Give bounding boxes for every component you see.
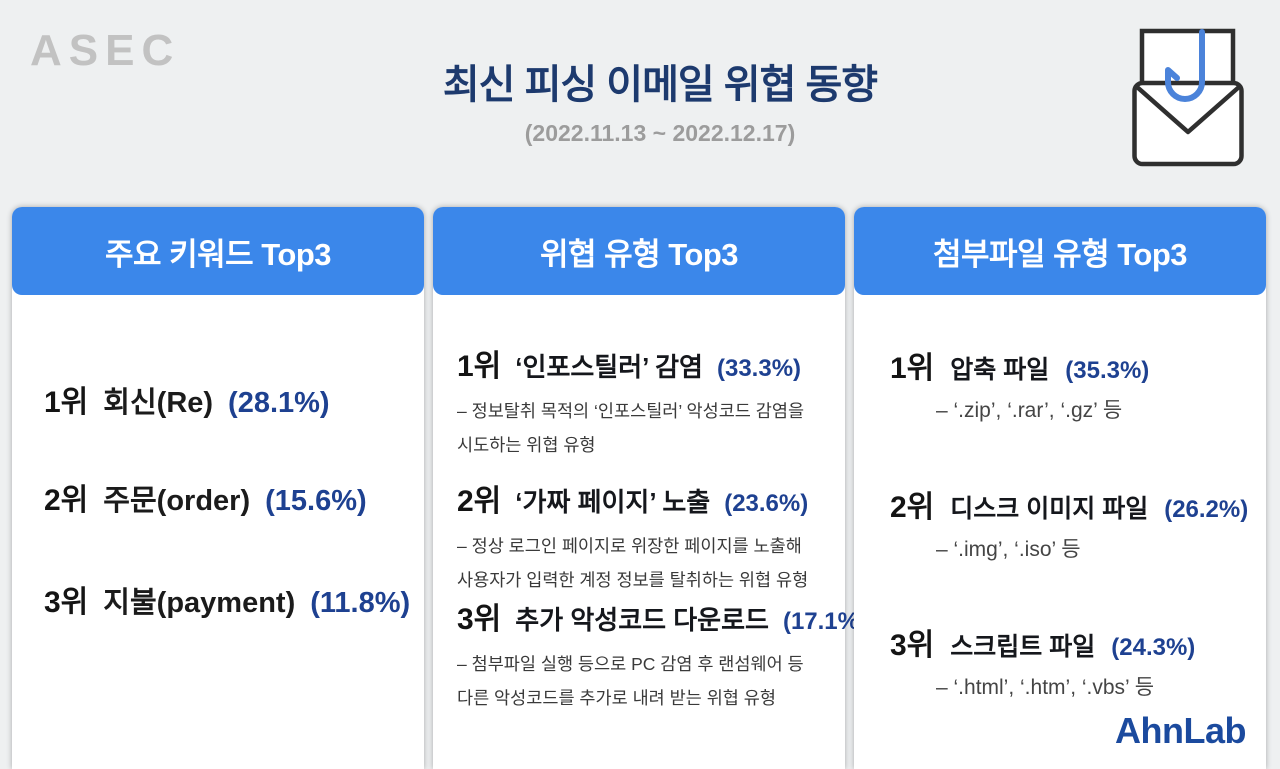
threat-item-heading: 1위 ‘인포스틸러’ 감염 (33.3%)	[457, 341, 833, 385]
attachment-name: 디스크 이미지 파일	[950, 495, 1149, 523]
rank-label: 2위	[44, 484, 89, 517]
keyword-name: 주문(order)	[103, 485, 251, 517]
description-line: 시도하는 위협 유형	[457, 435, 596, 455]
fishing-hook-icon	[1165, 29, 1205, 102]
description-line: – 첨부파일 실행 등으로 PC 감염 후 랜섬웨어 등	[457, 654, 804, 674]
threat-percent: (23.6%)	[724, 490, 809, 517]
rank-label: 1위	[44, 386, 89, 419]
column-threat-types: 위협 유형 Top3 1위 ‘인포스틸러’ 감염 (33.3%) – 정보탈취 …	[433, 207, 867, 769]
threat-percent: (33.3%)	[716, 355, 802, 382]
description-line: – 정상 로그인 페이지로 위장한 페이지를 노출해	[457, 536, 802, 556]
rank-label: 3위	[890, 629, 935, 662]
file-extension-list: – ‘.zip’, ‘.rar’, ‘.gz’ 등	[936, 399, 1123, 422]
threat-item-1: 1위 ‘인포스틸러’ 감염 (33.3%) – 정보탈취 목적의 ‘인포스틸러’…	[457, 341, 833, 462]
rank-label: 1위	[457, 350, 502, 383]
keyword-item-2: 2위 주문(order) (15.6%)	[44, 475, 414, 519]
file-extension-list: – ‘.img’, ‘.iso’ 등	[936, 538, 1081, 561]
threat-description: – 정상 로그인 페이지로 위장한 페이지를 노출해 사용자가 입력한 계정 정…	[457, 529, 833, 597]
keyword-percent: (15.6%)	[265, 485, 367, 517]
rank-label: 3위	[457, 603, 502, 636]
threat-percent: (17.1%)	[782, 608, 867, 635]
threat-name: ‘가짜 페이지’ 노출	[515, 487, 711, 517]
threat-item-2: 2위 ‘가짜 페이지’ 노출 (23.6%) – 정상 로그인 페이지로 위장한…	[457, 476, 833, 597]
file-extension-list: – ‘.html’, ‘.htm’, ‘.vbs’ 등	[936, 676, 1155, 699]
rank-label: 1위	[890, 352, 935, 385]
attachment-percent: (24.3%)	[1111, 634, 1196, 661]
rank-label: 2위	[890, 491, 935, 524]
keyword-percent: (28.1%)	[228, 387, 330, 419]
attachment-item-heading: 2위 디스크 이미지 파일 (26.2%)	[890, 482, 1256, 526]
keyword-item-3: 3위 지불(payment) (11.8%)	[44, 577, 414, 621]
page-title: 최신 피싱 이메일 위협 동향	[442, 63, 878, 107]
envelope-body	[1132, 80, 1244, 167]
column-threat-types-header: 위협 유형 Top3	[433, 207, 845, 295]
threat-description: – 정보탈취 목적의 ‘인포스틸러’ 악성코드 감염을 시도하는 위협 유형	[457, 394, 833, 462]
attachment-name: 스크립트 파일	[950, 633, 1096, 661]
description-line: 사용자가 입력한 계정 정보를 탈취하는 위협 유형	[457, 570, 809, 590]
threat-name: 추가 악성코드 다운로드	[515, 605, 769, 635]
envelope-flap	[1135, 85, 1241, 135]
attachment-item-heading: 1위 압축 파일 (35.3%)	[890, 343, 1256, 387]
phishing-email-icon	[1132, 28, 1244, 167]
rank-label: 3위	[44, 586, 89, 619]
threat-item-3: 3위 추가 악성코드 다운로드 (17.1%) – 첨부파일 실행 등으로 PC…	[457, 594, 867, 715]
attachment-item-2: 2위 디스크 이미지 파일 (26.2%) – ‘.img’, ‘.iso’ 등	[890, 482, 1256, 563]
rank-label: 2위	[457, 485, 502, 518]
column-attachment-types-header: 첨부파일 유형 Top3	[854, 207, 1266, 295]
column-keywords-header: 주요 키워드 Top3	[12, 207, 424, 295]
attachment-item-3: 3위 스크립트 파일 (24.3%) – ‘.html’, ‘.htm’, ‘.…	[890, 620, 1256, 701]
description-line: 다른 악성코드를 추가로 내려 받는 위협 유형	[457, 688, 776, 708]
keyword-percent: (11.8%)	[310, 587, 411, 619]
attachment-name: 압축 파일	[950, 356, 1050, 384]
threat-description: – 첨부파일 실행 등으로 PC 감염 후 랜섬웨어 등 다른 악성코드를 추가…	[457, 647, 833, 715]
threat-item-heading: 3위 추가 악성코드 다운로드 (17.1%)	[457, 594, 867, 638]
attachment-item-heading: 3위 스크립트 파일 (24.3%)	[890, 620, 1256, 664]
asec-logo: ASEC	[30, 26, 181, 75]
column-attachment-types: 첨부파일 유형 Top3 1위 압축 파일 (35.3%) – ‘.zip’, …	[854, 207, 1266, 769]
keyword-name: 지불(payment)	[103, 587, 296, 619]
threat-name: ‘인포스틸러’ 감염	[515, 352, 703, 382]
keyword-item-1: 1위 회신(Re) (28.1%)	[44, 377, 414, 421]
date-range: (2022.11.13 ~ 2022.12.17)	[524, 120, 796, 146]
attachment-percent: (26.2%)	[1164, 496, 1249, 523]
description-line: – 정보탈취 목적의 ‘인포스틸러’ 악성코드 감염을	[457, 401, 805, 421]
keyword-name: 회신(Re)	[103, 387, 214, 419]
ahnlab-logo: AhnLab	[1115, 710, 1246, 751]
threat-item-heading: 2위 ‘가짜 페이지’ 노출 (23.6%)	[457, 476, 833, 520]
column-keywords: 주요 키워드 Top3 1위 회신(Re) (28.1%) 2위 주문(orde…	[12, 207, 424, 769]
attachment-percent: (35.3%)	[1065, 357, 1150, 384]
attachment-item-1: 1위 압축 파일 (35.3%) – ‘.zip’, ‘.rar’, ‘.gz’…	[890, 343, 1256, 424]
